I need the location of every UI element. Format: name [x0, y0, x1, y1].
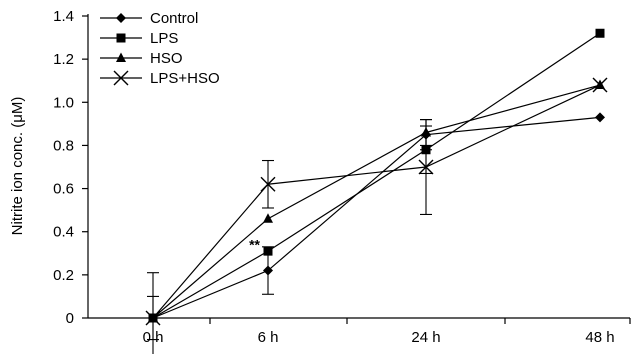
x-marker-stroke — [592, 77, 608, 93]
legend: Control LPS HSO LPS+HSO — [100, 10, 220, 87]
data-point — [595, 28, 605, 38]
legend-label: Control — [150, 10, 198, 27]
x-tick-label: 48 h — [585, 329, 614, 346]
data-point — [592, 77, 608, 93]
x-marker-stroke — [260, 176, 276, 192]
legend-marker — [116, 13, 126, 23]
y-tick-label: 0.8 — [53, 137, 74, 154]
y-tick-label: 0.2 — [53, 267, 74, 284]
x-marker-stroke — [113, 70, 129, 86]
x-marker-stroke — [145, 310, 161, 326]
series-line — [152, 84, 601, 319]
legend-label: LPS+HSO — [150, 70, 220, 87]
legend-marker — [116, 33, 126, 43]
data-point — [145, 310, 161, 326]
significance-annotation: ** — [249, 236, 260, 252]
legend-marker — [113, 70, 129, 86]
y-axis-title-group: Nitrite ion conc. (μM) — [9, 97, 26, 236]
series-hso — [148, 79, 605, 322]
legend-entry: HSO — [100, 50, 183, 67]
series-lps-hso — [145, 77, 608, 354]
y-tick-label: 1.2 — [53, 51, 74, 68]
y-tick-label: 0.4 — [53, 224, 74, 241]
y-tick-label: 0.6 — [53, 181, 74, 198]
x-tick-label: 24 h — [411, 329, 440, 346]
y-tick-label: 1.0 — [53, 94, 74, 111]
legend-label: LPS — [150, 30, 178, 47]
series-control — [147, 112, 605, 341]
series-line — [152, 32, 601, 319]
data-point — [263, 246, 273, 256]
data-point — [263, 265, 273, 276]
legend-entry: Control — [100, 10, 198, 27]
data-point — [595, 112, 605, 123]
x-tick-label: 6 h — [258, 329, 279, 346]
legend-marker — [116, 52, 126, 62]
y-tick-label: 0 — [66, 310, 74, 327]
y-tick-label: 1.4 — [53, 8, 74, 25]
series-line — [152, 84, 601, 319]
series-group: ** — [145, 28, 608, 354]
x-marker-stroke — [418, 159, 434, 175]
data-point — [260, 176, 276, 192]
data-point — [263, 213, 273, 223]
series-line — [152, 116, 601, 319]
y-axis-title: Nitrite ion conc. (μM) — [9, 97, 26, 236]
legend-entry: LPS — [100, 30, 178, 47]
data-point — [418, 159, 434, 175]
legend-entry: LPS+HSO — [100, 70, 220, 87]
legend-label: HSO — [150, 50, 183, 67]
